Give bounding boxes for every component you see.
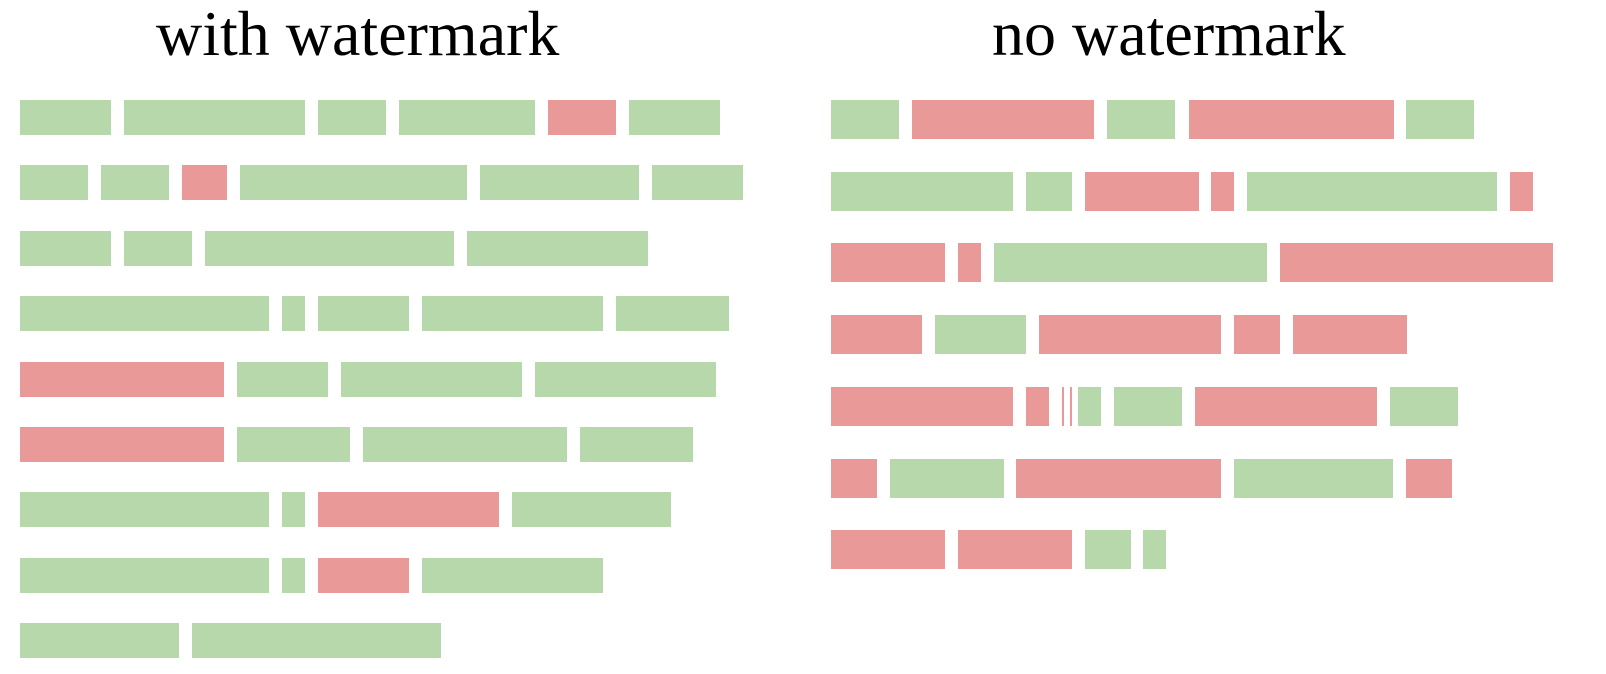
token-bar-green bbox=[282, 492, 305, 527]
token-bar-green bbox=[237, 362, 328, 397]
token-bar-green bbox=[1107, 100, 1175, 139]
token-bar-green bbox=[237, 427, 350, 462]
token-bar-green bbox=[192, 623, 441, 658]
token-bar-green bbox=[831, 100, 899, 139]
token-bar-green bbox=[467, 231, 648, 266]
token-bar-green bbox=[20, 492, 269, 527]
token-bar-green bbox=[1406, 100, 1474, 139]
token-bar-green bbox=[1078, 387, 1101, 426]
token-bar-red bbox=[831, 459, 877, 498]
token-bar-green bbox=[20, 558, 269, 593]
token-bar-green bbox=[422, 296, 603, 331]
token-bar-green bbox=[580, 427, 693, 462]
token-bar-red bbox=[1070, 387, 1072, 426]
token-bar-green bbox=[124, 231, 192, 266]
token-bar-red bbox=[831, 387, 1013, 426]
token-bar-green bbox=[20, 231, 111, 266]
token-bar-red bbox=[1189, 100, 1394, 139]
token-bar-green bbox=[363, 427, 567, 462]
token-bar-green bbox=[318, 100, 386, 135]
token-bar-green bbox=[20, 623, 179, 658]
token-bar-red bbox=[1280, 243, 1553, 282]
token-bar-red bbox=[1085, 172, 1199, 211]
token-bar-red bbox=[958, 243, 981, 282]
token-bar-green bbox=[282, 558, 305, 593]
token-bar-green bbox=[282, 296, 305, 331]
token-bar-green bbox=[629, 100, 720, 135]
token-bar-red bbox=[1211, 172, 1234, 211]
token-bar-red bbox=[1026, 387, 1049, 426]
token-bar-red bbox=[20, 362, 224, 397]
token-bar-red bbox=[1406, 459, 1452, 498]
token-bar-green bbox=[535, 362, 716, 397]
token-bar-green bbox=[512, 492, 671, 527]
token-area-with-watermark bbox=[0, 0, 790, 674]
token-bar-green bbox=[1143, 530, 1166, 569]
token-bar-green bbox=[101, 165, 169, 200]
token-bar-green bbox=[831, 172, 1013, 211]
token-bar-green bbox=[341, 362, 522, 397]
token-bar-red bbox=[958, 530, 1072, 569]
token-bar-green bbox=[1085, 530, 1131, 569]
token-bar-green bbox=[1234, 459, 1393, 498]
token-bar-red bbox=[548, 100, 616, 135]
token-area-no-watermark bbox=[812, 0, 1606, 674]
token-bar-green bbox=[480, 165, 639, 200]
token-bar-red bbox=[1016, 459, 1221, 498]
token-bar-green bbox=[422, 558, 603, 593]
token-bar-red bbox=[318, 558, 409, 593]
token-bar-green bbox=[652, 165, 743, 200]
token-bar-green bbox=[935, 315, 1026, 354]
token-bar-red bbox=[831, 243, 945, 282]
panel-with-watermark: with watermark bbox=[0, 0, 790, 674]
token-bar-red bbox=[1510, 172, 1533, 211]
token-bar-green bbox=[399, 100, 535, 135]
token-bar-green bbox=[20, 165, 88, 200]
token-bar-red bbox=[1062, 387, 1064, 426]
token-bar-green bbox=[1026, 172, 1072, 211]
token-bar-green bbox=[318, 296, 409, 331]
token-bar-red bbox=[1293, 315, 1407, 354]
panel-title-no-watermark: no watermark bbox=[992, 0, 1346, 69]
token-bar-red bbox=[1195, 387, 1377, 426]
token-bar-red bbox=[318, 492, 499, 527]
token-bar-red bbox=[1234, 315, 1280, 354]
token-bar-green bbox=[1390, 387, 1458, 426]
token-bar-red bbox=[831, 530, 945, 569]
token-bar-red bbox=[20, 427, 224, 462]
token-bar-green bbox=[205, 231, 454, 266]
token-bar-green bbox=[1114, 387, 1182, 426]
token-bar-green bbox=[20, 100, 111, 135]
token-bar-red bbox=[1039, 315, 1221, 354]
panel-no-watermark: no watermark bbox=[812, 0, 1606, 674]
token-bar-green bbox=[1247, 172, 1497, 211]
token-bar-red bbox=[182, 165, 227, 200]
panel-title-with-watermark: with watermark bbox=[156, 0, 560, 69]
token-bar-red bbox=[831, 315, 922, 354]
token-bar-green bbox=[240, 165, 467, 200]
token-bar-green bbox=[616, 296, 729, 331]
token-bar-red bbox=[912, 100, 1094, 139]
token-bar-green bbox=[890, 459, 1004, 498]
token-bar-green bbox=[20, 296, 269, 331]
token-bar-green bbox=[124, 100, 305, 135]
token-bar-green bbox=[994, 243, 1267, 282]
